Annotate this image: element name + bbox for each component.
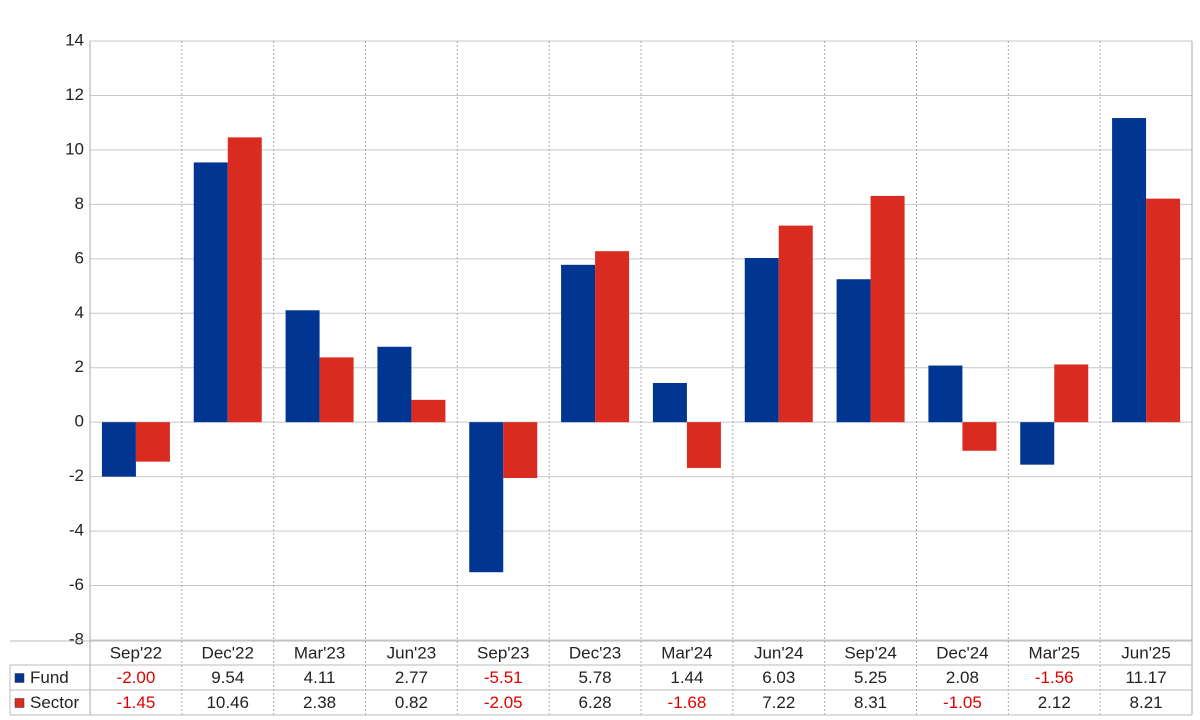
table-value: 9.54 [211, 668, 244, 687]
table-value: 2.77 [395, 668, 428, 687]
table-value: -1.05 [943, 693, 982, 712]
y-tick-label: -6 [69, 575, 84, 594]
bar [377, 346, 412, 423]
bar [1146, 198, 1181, 423]
table-value: -1.68 [668, 693, 707, 712]
y-tick-label: 10 [65, 139, 84, 158]
legend-label: Fund [30, 668, 69, 687]
bar [836, 279, 871, 423]
table-value: 6.28 [579, 693, 612, 712]
bar [135, 422, 170, 462]
y-tick-label: 8 [75, 194, 84, 213]
y-tick-label: -2 [69, 466, 84, 485]
bar [1020, 422, 1055, 465]
table-value: 5.25 [854, 668, 887, 687]
table-value: -1.45 [117, 693, 156, 712]
table-value: 1.44 [670, 668, 703, 687]
bar [778, 225, 813, 423]
table-value: 11.17 [1125, 668, 1166, 687]
bar [285, 310, 320, 423]
table-value: 2.08 [946, 668, 979, 687]
table-value: 4.11 [304, 668, 336, 687]
bar [193, 162, 228, 423]
table-value: 7.22 [762, 693, 795, 712]
table-value: 6.03 [762, 668, 795, 687]
bar [319, 357, 354, 423]
y-tick-label: 6 [75, 248, 84, 267]
bar [928, 365, 963, 423]
bar [101, 422, 136, 477]
y-tick-label: 14 [65, 30, 84, 49]
x-tick-label: Sep'22 [110, 643, 162, 662]
x-tick-label: Dec'22 [202, 643, 254, 662]
y-tick-label: -4 [69, 521, 84, 540]
table-value: -1.56 [1035, 668, 1074, 687]
bar [1054, 364, 1089, 423]
y-tick-label: -8 [69, 629, 84, 648]
legend-swatch [14, 673, 25, 683]
y-tick-label: 4 [75, 303, 84, 322]
table-value: 5.78 [579, 668, 612, 687]
table-value: -2.05 [484, 693, 523, 712]
table-value: 8.21 [1130, 693, 1163, 712]
bar [686, 422, 721, 468]
bar [227, 137, 262, 423]
x-tick-label: Jun'24 [754, 643, 804, 662]
x-tick-label: Dec'24 [936, 643, 988, 662]
bar [870, 195, 905, 423]
x-tick-label: Mar'25 [1029, 643, 1080, 662]
bar [561, 264, 596, 423]
x-tick-label: Sep'23 [477, 643, 529, 662]
table-value: 0.82 [395, 693, 428, 712]
bar [411, 399, 446, 423]
y-tick-label: 12 [65, 85, 84, 104]
table-value: -5.51 [484, 668, 523, 687]
table-value: 2.38 [303, 693, 336, 712]
legend-label: Sector [30, 693, 79, 712]
bar [503, 422, 538, 478]
x-tick-label: Mar'24 [661, 643, 712, 662]
table-value: 10.46 [206, 693, 249, 712]
x-tick-label: Sep'24 [844, 643, 896, 662]
bar [469, 422, 504, 573]
y-tick-label: 2 [75, 357, 84, 376]
bar [652, 382, 687, 423]
bar [595, 251, 630, 423]
y-tick-label: 0 [75, 412, 84, 431]
table-value: -2.00 [117, 668, 156, 687]
x-tick-label: Jun'25 [1121, 643, 1171, 662]
legend-swatch [14, 698, 25, 708]
table-value: 8.31 [854, 693, 887, 712]
x-tick-label: Mar'23 [294, 643, 345, 662]
x-tick-label: Jun'23 [387, 643, 437, 662]
bar [962, 422, 997, 451]
x-tick-label: Dec'23 [569, 643, 621, 662]
bar [1112, 118, 1147, 423]
bar [744, 258, 779, 423]
table-value: 2.12 [1038, 693, 1071, 712]
